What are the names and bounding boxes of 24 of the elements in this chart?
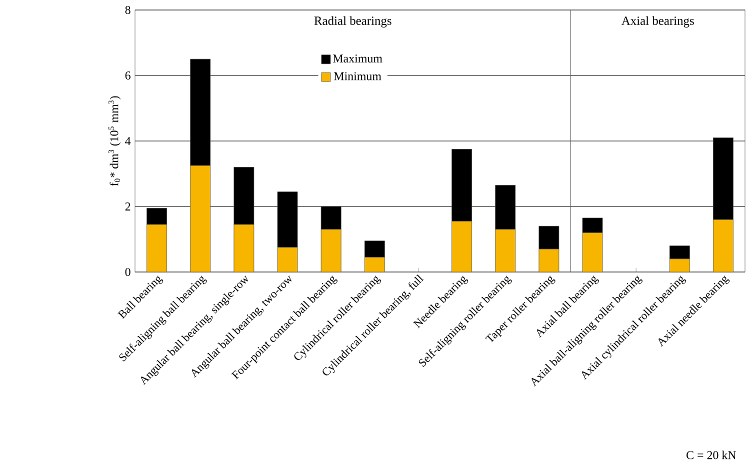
bar: [146, 224, 167, 272]
legend-label: Minimum: [334, 72, 382, 80]
bar: [364, 257, 385, 272]
chart-title: Radial bearings: [314, 16, 392, 28]
bar: [190, 165, 211, 272]
bar: [277, 192, 298, 248]
y-tick-label: 8: [125, 6, 130, 14]
text: C = 20 kN: [686, 450, 736, 460]
bar: [538, 248, 560, 272]
bar: [320, 206, 342, 230]
y-tick-label: 6: [125, 71, 130, 80]
bar: [495, 185, 516, 230]
bar: [452, 221, 472, 272]
bar: [495, 229, 516, 272]
y-tick-label: 0: [125, 268, 130, 276]
y-tick-label: 4: [125, 137, 131, 145]
legend-label: Maximum: [333, 54, 382, 63]
bar: [320, 229, 342, 272]
bar: [364, 240, 385, 258]
chart-title: Axial bearings: [622, 16, 694, 28]
bar: [277, 247, 298, 272]
y-tick-label: 2: [125, 202, 130, 210]
bar: [234, 224, 254, 272]
text: f$_{0}$* dm$^{3}$ (10$^{5}$ mm$^{3}$): [108, 96, 121, 186]
